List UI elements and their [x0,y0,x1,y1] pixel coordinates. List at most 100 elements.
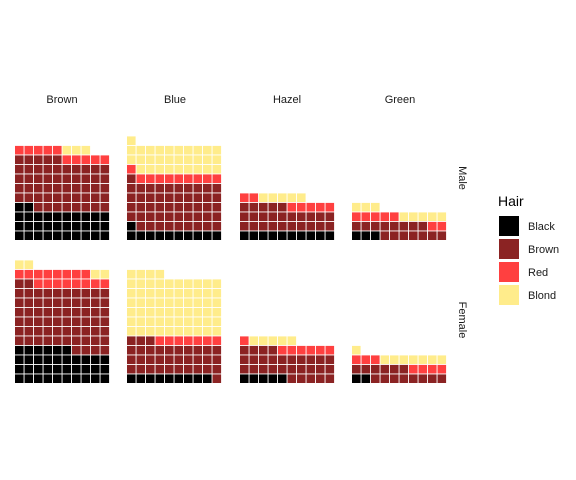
waffle-cell [62,174,72,183]
waffle-cell [418,355,428,364]
waffle-cell [15,145,24,155]
waffle-cell [53,345,62,355]
waffle-cell [136,279,146,288]
waffle-cell [81,307,91,317]
waffle-cell [418,374,428,383]
waffle-cell [193,174,203,183]
waffle-cell [100,164,110,174]
waffle-cell [24,345,34,355]
waffle-cell [62,212,72,221]
waffle-cell [100,345,110,355]
waffle-cell [174,155,184,164]
waffle-cell [100,355,110,364]
waffle-cell [259,374,268,383]
waffle-cell [127,202,136,212]
waffle-cell [268,345,278,355]
waffle-cell [72,345,81,355]
waffle-cell [24,336,34,345]
waffle-cell [371,221,380,231]
waffle-cell [325,202,335,212]
waffle-cell [43,202,53,212]
waffle-cell [174,345,184,355]
waffle-cell [193,155,203,164]
waffle-cell [136,231,146,240]
waffle-cell [15,202,24,212]
waffle-cell [203,374,212,383]
waffle-cell [62,221,72,231]
waffle-cell [259,364,268,374]
waffle-cell [316,221,325,231]
waffle-cell [100,174,110,183]
waffle-cell [81,155,91,164]
waffle-cell [127,231,136,240]
waffle-cell [146,212,155,221]
waffle-cell [91,269,100,279]
waffle-cell [62,288,72,298]
waffle-cell [165,307,174,317]
waffle-cell [100,317,110,326]
waffle-cell [136,164,146,174]
waffle-cell [91,298,100,307]
waffle-cell [268,231,278,240]
waffle-cell [174,298,184,307]
waffle-cell [399,231,409,240]
waffle-cell [53,155,62,164]
waffle-cell [146,221,155,231]
waffle-cell [136,183,146,193]
waffle-cell [91,212,100,221]
waffle-cell [352,231,361,240]
waffle-cell [146,269,155,279]
waffle-cell [203,221,212,231]
waffle-cell [278,231,287,240]
waffle-cell [53,317,62,326]
waffle-cell [240,231,249,240]
waffle-cell [43,317,53,326]
waffle-cell [72,174,81,183]
waffle-cell [100,221,110,231]
waffle-cell [34,307,43,317]
waffle-cell [325,345,335,355]
waffle-cell [72,374,81,383]
waffle-cell [146,193,155,202]
waffle-cell [146,364,155,374]
waffle-cell [136,326,146,336]
waffle-cell [184,374,193,383]
waffle-cell [91,164,100,174]
waffle-cell [212,336,222,345]
waffle-cell [268,202,278,212]
waffle-panels [15,136,447,383]
waffle-cell [91,221,100,231]
waffle-cell [24,202,34,212]
waffle-cell [287,355,297,364]
waffle-cell [15,193,24,202]
legend-key [499,216,519,236]
legend-title: Hair [498,193,524,209]
waffle-cell [240,364,249,374]
waffle-cell [212,374,222,383]
waffle-cell [91,279,100,288]
waffle-cell [212,174,222,183]
waffle-cell [418,212,428,221]
waffle-cell [155,364,165,374]
waffle-cell [15,298,24,307]
waffle-cell [259,202,268,212]
waffle-cell [127,183,136,193]
waffle-cell [184,279,193,288]
waffle-cell [53,336,62,345]
waffle-cell [287,193,297,202]
waffle-cell [371,231,380,240]
waffle-cell [24,145,34,155]
waffle-cell [127,364,136,374]
waffle-cell [268,212,278,221]
waffle-cell [24,183,34,193]
waffle-cell [259,231,268,240]
waffle-cell [297,212,306,221]
waffle-cell [53,193,62,202]
waffle-cell [43,298,53,307]
waffle-cell [91,336,100,345]
waffle-cell [81,193,91,202]
waffle-cell [53,269,62,279]
waffle-cell [212,326,222,336]
waffle-cell [34,364,43,374]
waffle-cell [193,183,203,193]
